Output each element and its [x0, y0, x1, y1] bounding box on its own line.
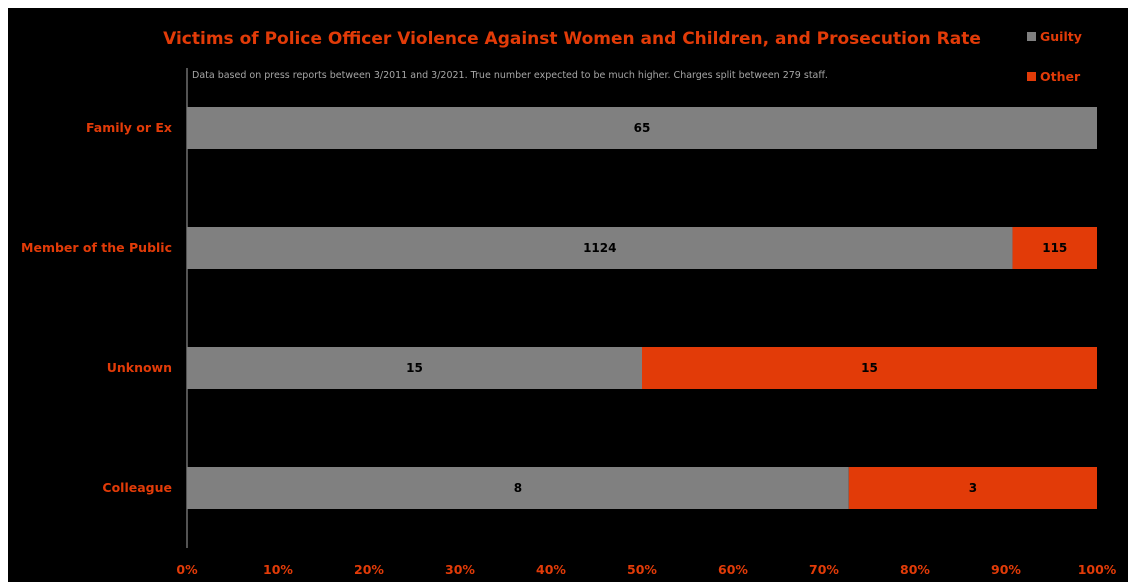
x-tick-label: 80%: [900, 562, 930, 577]
x-tick-label: 70%: [809, 562, 839, 577]
data-label-unknown-other: 15: [861, 361, 878, 375]
chart-svg: Victims of Police Officer Violence Again…: [21, 29, 1117, 577]
bar-unknown-other: [642, 347, 1097, 389]
x-tick-label: 30%: [445, 562, 475, 577]
category-label-family-or-ex: Family or Ex: [86, 120, 172, 135]
bars-layer: 65 1124 115 15 15 8 3: [187, 107, 1097, 509]
x-tick-label: 90%: [991, 562, 1021, 577]
bar-member-of-the-public-guilty: [187, 227, 1013, 269]
bar-family-or-ex-guilty: [187, 107, 1097, 149]
bar-member-of-the-public-other: [1012, 227, 1097, 269]
data-label-colleague-guilty: 8: [514, 481, 522, 495]
legend-swatch-guilty: [1027, 32, 1036, 41]
legend-swatch-other: [1027, 72, 1036, 81]
category-label-colleague: Colleague: [102, 480, 172, 495]
x-tick-label: 40%: [536, 562, 566, 577]
legend-label-guilty: Guilty: [1040, 29, 1082, 44]
x-tick-label: 50%: [627, 562, 657, 577]
x-axis-ticks: 0% 10% 20% 30% 40% 50% 60% 70% 80% 90% 100%: [176, 562, 1116, 577]
legend-label-other: Other: [1040, 69, 1081, 84]
chart-title: Victims of Police Officer Violence Again…: [163, 29, 981, 49]
chart: Victims of Police Officer Violence Again…: [8, 8, 1128, 582]
x-tick-label: 60%: [718, 562, 748, 577]
x-tick-label: 0%: [176, 562, 198, 577]
category-labels: Family or Ex Member of the Public Unknown C…: [21, 120, 172, 495]
x-tick-label: 10%: [263, 562, 293, 577]
legend: Guilty Other: [1027, 29, 1082, 84]
data-label-member-of-the-public-guilty: 1124: [583, 241, 616, 255]
category-label-member-of-the-public: Member of the Public: [21, 240, 172, 255]
category-label-unknown: Unknown: [107, 360, 172, 375]
data-label-family-or-ex-guilty: 65: [634, 121, 651, 135]
data-label-colleague-other: 3: [969, 481, 977, 495]
bar-colleague-guilty: [187, 467, 849, 509]
chart-subtitle: Data based on press reports between 3/20…: [192, 70, 828, 81]
x-tick-label: 20%: [354, 562, 384, 577]
bar-colleague-other: [848, 467, 1097, 509]
data-label-member-of-the-public-other: 115: [1042, 241, 1067, 255]
bar-unknown-guilty: [187, 347, 642, 389]
x-tick-label: 100%: [1078, 562, 1117, 577]
data-label-unknown-guilty: 15: [406, 361, 423, 375]
